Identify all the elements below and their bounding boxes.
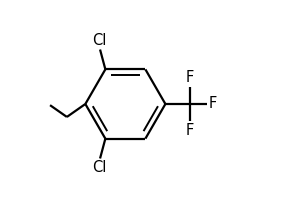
Text: Cl: Cl (92, 160, 106, 175)
Text: F: F (186, 70, 194, 85)
Text: F: F (209, 97, 218, 111)
Text: Cl: Cl (92, 33, 106, 48)
Text: F: F (186, 123, 194, 138)
